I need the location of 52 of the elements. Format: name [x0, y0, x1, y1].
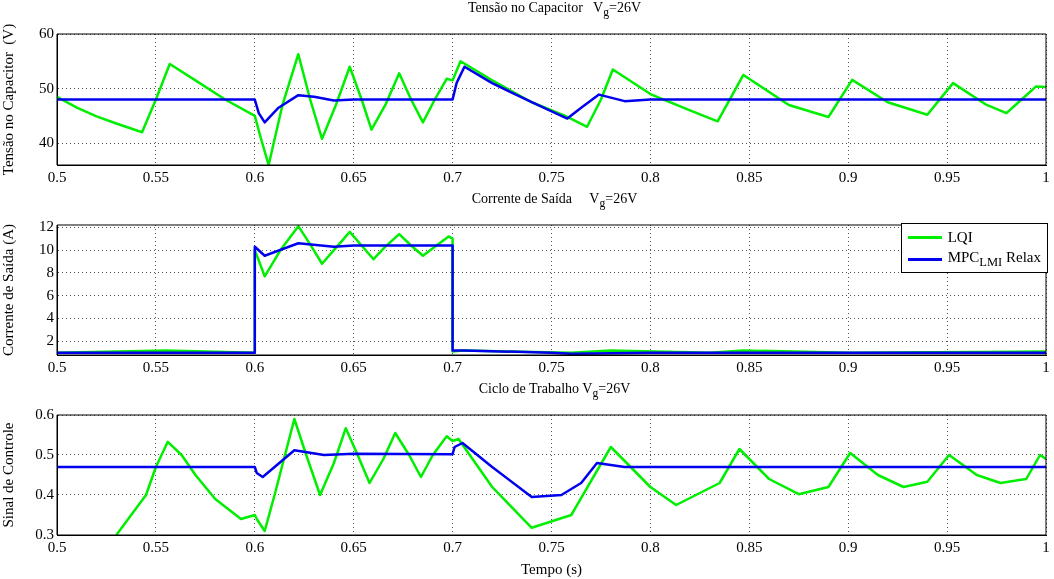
- x-tick-label: 0.7: [443, 538, 463, 555]
- x-tick-label: 1: [1042, 358, 1050, 375]
- y-tick-label: 6: [46, 286, 55, 303]
- x-tick-label: 0.9: [838, 168, 858, 185]
- x-tick-label: 0.9: [838, 358, 858, 375]
- x-tick-label: 0.8: [641, 168, 660, 185]
- x-tick-label: 0.75: [538, 168, 565, 185]
- x-tick-label: 0.95: [933, 358, 961, 375]
- x-tick-label: 0.55: [142, 168, 170, 185]
- x-tick-label: 0.85: [736, 168, 763, 185]
- chart-title: Tensão no Capacitor V$_{g}$=26V: [466, 0, 643, 19]
- chart-title: Ciclo de Trabalho V$_{g}$=26V: [477, 381, 632, 400]
- x-tick-label: 0.75: [538, 538, 565, 555]
- chart-title: Corrente de Saída V$_{g}$=26V: [470, 191, 639, 210]
- y-axis-title: Corrente de Saída (A): [0, 223, 17, 357]
- x-axis-title: Tempo (s): [520, 560, 583, 578]
- x-tick-label: 0.85: [736, 358, 763, 375]
- y-tick-label: 2: [46, 332, 54, 349]
- y-axis-title: Sinal de Controle: [0, 422, 16, 528]
- x-tick-label: 0.8: [641, 358, 660, 375]
- legend-label: MPC$_{LMI}$ Relax: [947, 248, 1041, 270]
- x-tick-label: 0.8: [641, 538, 660, 555]
- x-tick-label: 0.6: [245, 538, 265, 555]
- x-tick-label: 0.55: [142, 358, 170, 375]
- x-tick-label: 0.65: [340, 168, 367, 185]
- x-tick-label: 0.9: [838, 538, 858, 555]
- x-tick-label: 0.6: [245, 168, 265, 185]
- y-tick-label: 0.3: [35, 525, 54, 542]
- x-tick-label: 0.6: [245, 358, 265, 375]
- legend-label: LQI: [947, 228, 973, 246]
- x-tick-label: 0.95: [933, 538, 961, 555]
- x-tick-label: 0.7: [443, 168, 463, 185]
- x-tick-label: 0.65: [340, 358, 367, 375]
- y-tick-label: 0.5: [35, 445, 54, 462]
- y-tick-label: 10: [39, 241, 54, 258]
- x-tick-label: 0.85: [736, 538, 763, 555]
- y-axis-title: Tensão no Capacitor (V): [0, 23, 17, 176]
- x-tick-label: 1: [1042, 538, 1050, 555]
- x-tick-label: 0.65: [340, 538, 367, 555]
- y-tick-label: 0.6: [35, 405, 55, 422]
- y-tick-label: 60: [39, 24, 54, 41]
- y-tick-label: 4: [46, 309, 55, 326]
- x-tick-label: 0.95: [933, 168, 961, 185]
- x-tick-label: 1: [1042, 168, 1050, 185]
- x-tick-label: 0.7: [443, 358, 463, 375]
- y-tick-label: 0.4: [35, 485, 55, 502]
- y-tick-label: 8: [46, 263, 54, 280]
- x-tick-label: 0.55: [142, 538, 170, 555]
- y-tick-label: 12: [39, 218, 54, 235]
- y-tick-label: 50: [39, 79, 54, 96]
- y-tick-label: 40: [39, 134, 54, 151]
- x-tick-label: 0.75: [538, 358, 565, 375]
